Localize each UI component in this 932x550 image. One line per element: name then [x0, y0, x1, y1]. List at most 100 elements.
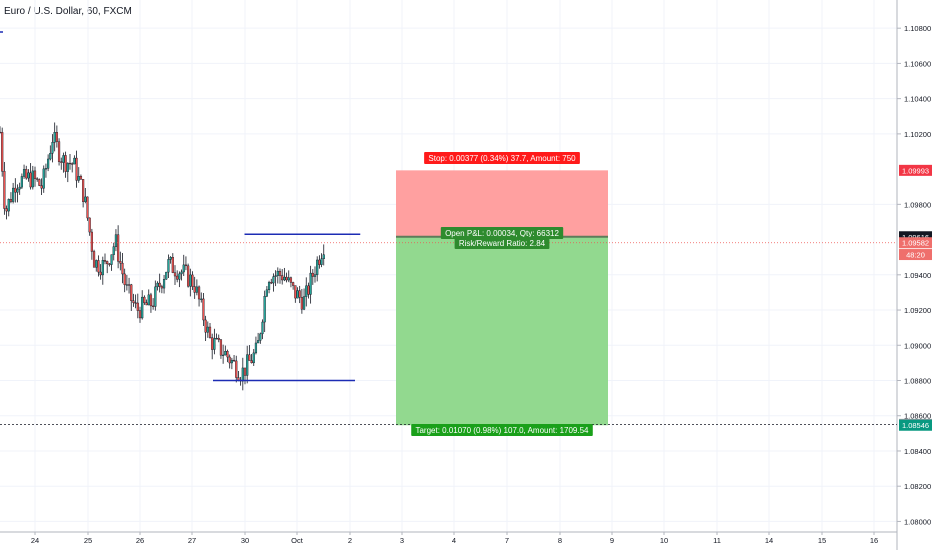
candle — [265, 289, 268, 297]
x-tick-label: 7 — [505, 536, 509, 545]
candle — [123, 273, 126, 285]
y-tick-label: 1.08000 — [904, 517, 931, 526]
candle — [145, 302, 148, 306]
candle — [165, 271, 168, 280]
candle — [132, 300, 135, 303]
x-tick-label: 16 — [870, 536, 878, 545]
candle — [222, 354, 225, 356]
candle — [143, 296, 146, 303]
candle — [182, 264, 185, 273]
candle — [302, 296, 306, 310]
candle — [176, 275, 179, 280]
candle — [241, 367, 244, 382]
price-badge-label: 48:20 — [906, 251, 925, 260]
candle — [119, 261, 122, 264]
candle — [298, 290, 301, 298]
candle — [14, 187, 17, 193]
candle — [18, 186, 21, 190]
candle — [283, 276, 286, 281]
candle — [272, 276, 275, 284]
candle — [219, 339, 223, 356]
candle — [62, 155, 65, 163]
candle — [322, 254, 325, 260]
candle — [285, 276, 288, 281]
candle — [95, 260, 98, 268]
candle — [204, 319, 207, 333]
candle — [217, 337, 220, 340]
candle — [171, 257, 174, 273]
price-badge — [899, 231, 932, 243]
candle — [228, 356, 231, 364]
candle — [147, 294, 150, 306]
candle — [154, 286, 157, 307]
candle — [9, 199, 13, 202]
candle — [195, 286, 198, 293]
candle — [305, 285, 308, 297]
candle — [267, 282, 271, 291]
candle — [20, 176, 23, 188]
candle — [5, 208, 8, 212]
candle — [110, 254, 113, 265]
y-tick-label: 1.09400 — [904, 271, 931, 280]
candle — [294, 285, 297, 299]
candle — [278, 270, 282, 276]
candle — [300, 297, 303, 310]
candle — [125, 284, 128, 286]
candle — [27, 172, 30, 179]
candle — [40, 185, 43, 189]
candle — [313, 274, 317, 277]
price-badge — [899, 419, 932, 431]
candle — [106, 261, 109, 265]
candle — [243, 367, 247, 376]
candle — [112, 246, 115, 255]
candle — [86, 196, 89, 219]
x-tick-label: 3 — [400, 536, 404, 545]
pnl-label-bg — [440, 227, 564, 239]
candle — [99, 271, 102, 276]
candle — [47, 158, 50, 169]
candle — [187, 265, 190, 287]
candle — [55, 132, 58, 142]
candle — [259, 333, 262, 341]
candle — [206, 326, 209, 333]
candle — [84, 196, 87, 202]
candle — [57, 141, 61, 162]
candle — [12, 187, 15, 202]
candle — [71, 163, 74, 165]
candle — [64, 155, 67, 172]
candle — [44, 168, 48, 170]
candle — [274, 275, 277, 277]
candle — [7, 199, 10, 212]
candle — [130, 284, 133, 301]
rr-label-bg — [454, 237, 550, 249]
candle — [16, 188, 19, 193]
x-tick-label: 8 — [558, 536, 562, 545]
y-tick-label: 1.10400 — [904, 95, 931, 104]
chart-title: Euro / U.S. Dollar, 60, FXCM — [4, 6, 132, 17]
candle — [230, 359, 233, 364]
target-label: Target: 0.01070 (0.98%) 107.0, Amount: 1… — [415, 426, 589, 435]
candle — [263, 296, 266, 323]
candle — [149, 294, 153, 307]
candle — [22, 169, 26, 177]
candle — [117, 234, 120, 262]
candle — [0, 131, 2, 134]
y-tick-label: 1.08400 — [904, 447, 931, 456]
candle — [25, 169, 28, 179]
candle — [289, 277, 293, 283]
candle — [173, 272, 177, 277]
candle — [134, 302, 137, 304]
candle — [36, 178, 39, 180]
candle — [97, 260, 100, 273]
candle — [156, 282, 159, 288]
candle — [191, 274, 194, 287]
pnl-label: Open P&L: 0.00034, Qty: 66312 — [445, 229, 559, 238]
stop-label-bg — [424, 152, 580, 164]
stop-zone — [396, 170, 608, 237]
candle — [226, 351, 229, 358]
candle — [53, 132, 56, 143]
x-tick-label: 24 — [31, 536, 39, 545]
y-tick-label: 1.08200 — [904, 482, 931, 491]
candle — [281, 275, 284, 281]
